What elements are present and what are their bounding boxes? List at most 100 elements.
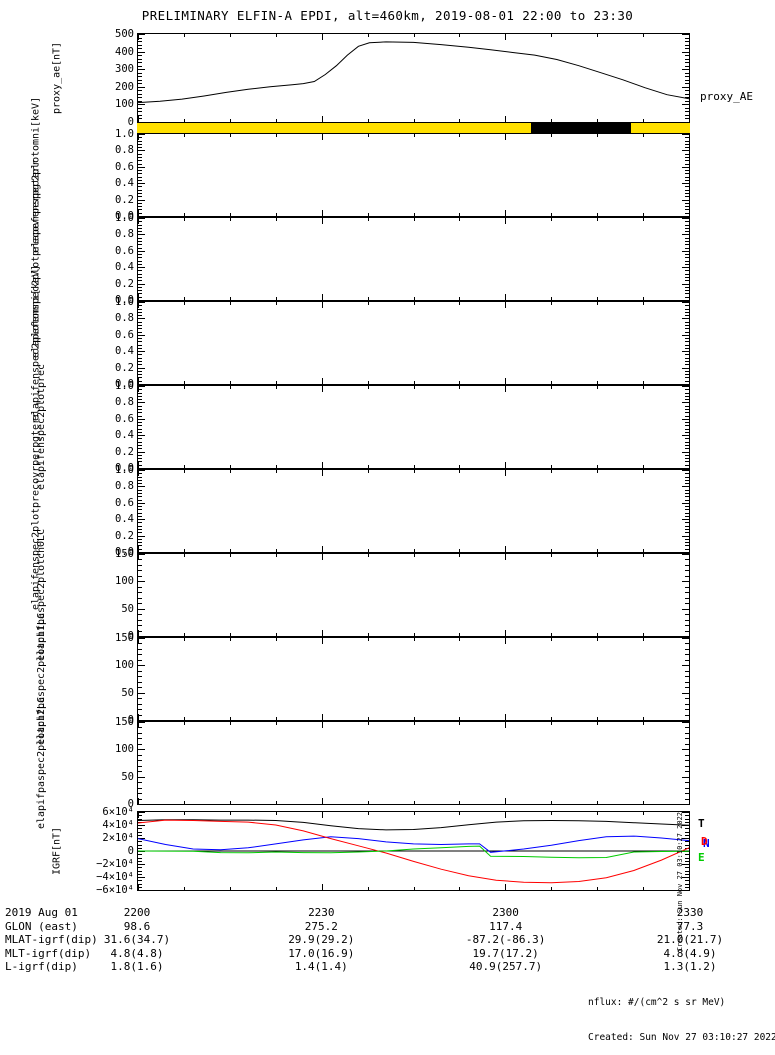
y-tick-mark: [682, 435, 689, 437]
x-tick-mark: [321, 462, 323, 468]
y-tick-mark: [685, 841, 689, 843]
y-tick-mark: [685, 873, 689, 875]
plot-panel-ela-pif-en-precovrperp[interactable]: [137, 469, 690, 553]
plot-panel-ela-pif-pa-ch2lc[interactable]: [137, 721, 690, 805]
x-tick-mark: [321, 554, 323, 560]
plot-panel-ela-pef-en-precovrperp[interactable]: [137, 217, 690, 301]
x-tick-mark: [689, 462, 690, 468]
y-tick-mark: [685, 221, 689, 223]
x-tick-mark: [551, 297, 553, 300]
footer-row: MLT-igrf(dip) 4.8(4.8) 17.0(16.9) 19.7(17.2…: [0, 947, 775, 961]
plot-panel-ela-pif-pa-ch0lc[interactable]: [137, 553, 690, 637]
y-tick-mark: [138, 408, 142, 410]
y-tick-mark: [138, 357, 142, 359]
plot-panel-proxy-ae[interactable]: [137, 33, 690, 123]
x-tick-mark: [229, 470, 231, 473]
y-axis-label-line: ela: [35, 811, 47, 830]
y-tick-mark: [685, 476, 689, 478]
x-tick-mark: [275, 470, 277, 473]
y-tick-mark: [685, 743, 689, 745]
footer-row-label: MLAT-igrf(dip): [5, 933, 98, 947]
plot-panel-ela-pif-en-prec[interactable]: [137, 385, 690, 469]
x-tick-mark: [643, 302, 645, 305]
plot-panel-ela-pif-en-omni[interactable]: [137, 301, 690, 385]
plot-panel-igrf[interactable]: [137, 811, 690, 891]
x-tick-mark: [459, 302, 461, 305]
y-tick-mark: [685, 619, 689, 621]
y-tick-label: 0.4: [115, 345, 134, 358]
y-tick-label: 2×10⁴: [102, 832, 134, 844]
y-tick-mark: [138, 883, 142, 885]
x-tick-mark: [367, 549, 369, 552]
y-tick-mark: [685, 441, 689, 443]
y-tick-mark: [682, 283, 689, 285]
footer-row: 2019 Aug 01 2200 2230 2300 2330: [0, 906, 775, 920]
y-tick-label: 1.0: [115, 128, 134, 140]
y-axis-label-line: precovrperp: [30, 441, 42, 508]
x-tick-mark: [459, 717, 461, 720]
y-tick-mark: [685, 160, 689, 162]
y-tick-mark: [138, 216, 145, 217]
y-tick-mark: [138, 502, 145, 504]
y-tick-mark: [138, 160, 142, 162]
x-tick-mark: [643, 470, 645, 473]
y-axis-label-line: spec2plot: [35, 558, 47, 614]
y-tick-mark: [685, 143, 689, 145]
x-tick-mark: [229, 302, 231, 305]
x-tick-mark: [229, 386, 231, 389]
y-tick-mark: [685, 438, 689, 440]
plot-panel-ela-pif-pa-ch1lc[interactable]: [137, 637, 690, 721]
x-tick-mark: [459, 638, 461, 641]
y-tick-mark: [138, 468, 145, 469]
y-tick-mark: [138, 415, 142, 417]
x-tick-mark: [551, 134, 553, 137]
y-tick-mark: [138, 100, 142, 102]
y-tick-mark: [138, 218, 145, 219]
y-tick-label: −4×10⁴: [96, 871, 134, 883]
y-tick-mark: [138, 122, 145, 123]
y-tick-mark: [685, 389, 689, 391]
x-tick-mark: [229, 465, 231, 468]
y-tick-label: 100: [115, 575, 134, 588]
x-tick-mark: [183, 801, 185, 804]
y-tick-mark: [138, 665, 145, 667]
x-tick-mark: [138, 210, 139, 216]
y-tick-mark: [682, 51, 689, 53]
y-tick-mark: [682, 69, 689, 71]
x-tick-mark: [505, 884, 507, 890]
y-tick-mark: [138, 798, 142, 800]
y-tick-mark: [685, 831, 689, 833]
y-tick-label: 150: [115, 548, 134, 560]
y-tick-mark: [685, 260, 689, 262]
y-axis-tick-labels-ela-pif-en-prec: 1.0 0.8 0.6 0.4 0.2 0.0: [70, 380, 134, 474]
y-tick-label: −6×10⁴: [96, 884, 134, 896]
x-tick-mark: [689, 630, 690, 636]
y-tick-mark: [138, 263, 142, 265]
y-tick-mark: [138, 844, 142, 846]
plot-panel-ela-pef-en-omni[interactable]: [137, 133, 690, 217]
y-tick-mark: [138, 90, 142, 92]
y-tick-mark: [138, 286, 142, 288]
x-tick-mark: [413, 465, 415, 468]
y-tick-mark: [138, 890, 145, 891]
y-tick-mark: [138, 147, 142, 149]
x-tick-mark: [321, 714, 323, 720]
x-tick-mark: [138, 546, 139, 552]
y-tick-mark: [685, 315, 689, 317]
y-tick-mark: [685, 545, 689, 547]
y-tick-mark: [138, 370, 142, 372]
footer-cell: 29.9(29.2): [288, 933, 355, 947]
x-tick-mark: [505, 714, 507, 720]
y-tick-mark: [682, 581, 689, 583]
footer-row-label: L-igrf(dip): [5, 960, 78, 974]
data-coverage-bar[interactable]: [137, 123, 690, 133]
x-tick-mark: [275, 812, 277, 815]
y-tick-mark: [138, 496, 142, 498]
y-tick-mark: [138, 787, 142, 789]
y-tick-mark: [138, 137, 142, 139]
igrf-trace-N: [138, 835, 689, 853]
y-tick-label: 0.8: [115, 144, 134, 157]
y-tick-mark: [138, 428, 142, 430]
x-tick-mark: [505, 378, 507, 384]
y-tick-mark: [138, 221, 142, 223]
